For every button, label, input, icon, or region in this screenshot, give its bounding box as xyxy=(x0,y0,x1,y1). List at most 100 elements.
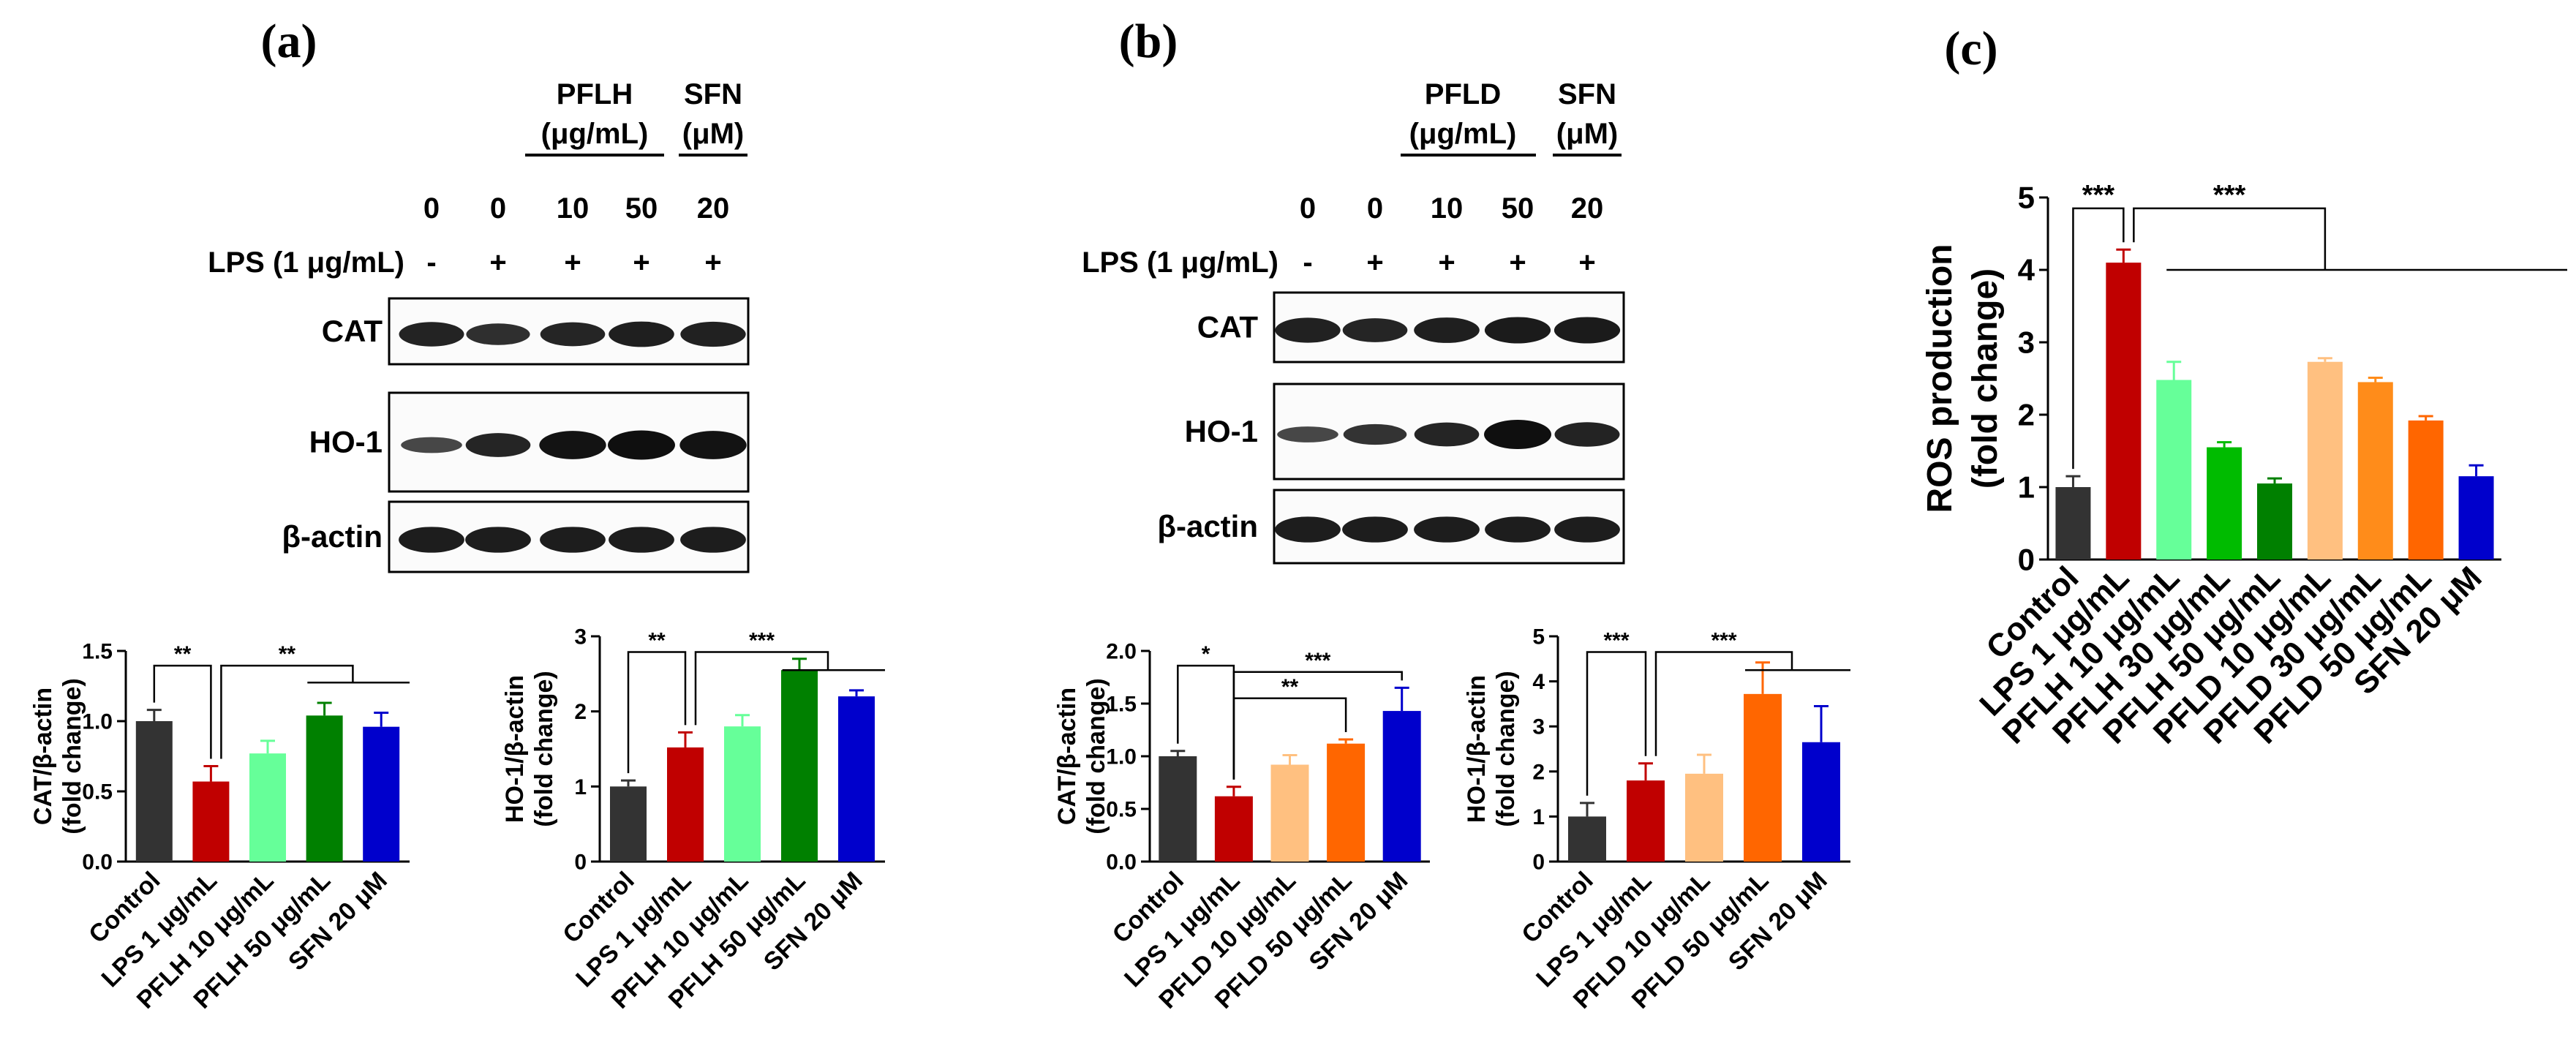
bar xyxy=(192,781,230,862)
significance-marker: ** xyxy=(1281,675,1299,699)
blot-band xyxy=(399,322,464,347)
significance-marker: *** xyxy=(2082,180,2115,211)
y-tick-label: 1.5 xyxy=(1106,693,1137,717)
y-tick-label: 3 xyxy=(574,625,587,649)
dose-label: 0 xyxy=(1300,192,1316,225)
bar xyxy=(1327,743,1366,862)
significance-bracket xyxy=(627,651,687,774)
blot-row-label: β-actin xyxy=(1157,509,1258,543)
blot-band xyxy=(540,527,606,553)
blot-band xyxy=(1553,317,1621,344)
y-tick-label: 1.5 xyxy=(82,640,113,664)
sfn-unit: (μM) xyxy=(682,118,744,150)
significance-bracket xyxy=(1586,651,1647,796)
bar xyxy=(1159,756,1197,862)
y-tick-label: 2 xyxy=(1532,760,1545,784)
y-tick-label: 3 xyxy=(1532,715,1545,739)
blot-row-label: CAT xyxy=(322,314,383,348)
blot-band xyxy=(1342,516,1408,543)
significance-bracket xyxy=(1654,651,1793,756)
y-axis-label: HO-1/β-actin xyxy=(501,675,529,823)
western-blot-b: PFLD (μg/mL) SFN (μM) 0 0 10 50 20 LPS (1 μg/mL) -… xyxy=(1082,78,1625,565)
significance-bracket xyxy=(694,651,829,726)
bar xyxy=(1802,742,1840,862)
y-tick-label: 0.5 xyxy=(1106,798,1137,822)
bar xyxy=(610,786,647,862)
lps-sign: + xyxy=(1438,246,1455,279)
blot-row-label: CAT xyxy=(1197,310,1259,344)
dose-label: 0 xyxy=(423,192,440,225)
lps-sign: + xyxy=(704,246,721,279)
lps-label: LPS (1 μg/mL) xyxy=(1082,246,1278,279)
blot-row-label: HO-1 xyxy=(309,425,383,459)
y-axis-label-unit: (fold change) xyxy=(1966,268,2005,489)
y-tick-label: 5 xyxy=(2018,181,2035,215)
lps-sign: + xyxy=(564,246,581,279)
blot-band xyxy=(1485,516,1551,543)
bar xyxy=(838,696,875,862)
bar xyxy=(363,726,400,862)
y-tick-label: 5 xyxy=(1532,625,1545,649)
lps-sign: + xyxy=(1366,246,1383,279)
group-unit: (μg/mL) xyxy=(1409,118,1517,150)
significance-marker: *** xyxy=(749,629,775,653)
y-tick-label: 1.0 xyxy=(1106,745,1137,769)
blot-band xyxy=(1484,317,1551,344)
panel-b-label: (b) xyxy=(1119,15,1178,68)
dose-label: 20 xyxy=(1571,192,1604,225)
lps-label: LPS (1 μg/mL) xyxy=(208,246,404,279)
significance-bracket xyxy=(2133,207,2327,270)
y-tick-label: 1 xyxy=(1532,805,1545,829)
lps-sign: + xyxy=(633,246,649,279)
lps-sign: - xyxy=(1303,246,1312,279)
bar xyxy=(781,670,818,862)
significance-marker: ** xyxy=(648,629,666,653)
significance-marker: ** xyxy=(279,642,296,666)
y-tick-label: 2 xyxy=(574,700,587,724)
bar xyxy=(2458,476,2494,560)
significance-marker: *** xyxy=(1603,629,1629,653)
significance-bracket xyxy=(2072,207,2125,470)
y-tick-label: 1 xyxy=(2018,470,2035,505)
blot-band xyxy=(1484,420,1551,449)
group-unit: (μg/mL) xyxy=(541,118,649,150)
y-tick-label: 0 xyxy=(1532,851,1545,875)
y-tick-label: 4 xyxy=(1532,670,1545,694)
blot-band xyxy=(465,433,531,457)
y-tick-label: 0 xyxy=(574,851,587,875)
y-tick-label: 0.0 xyxy=(1106,851,1137,875)
y-axis-label-unit: (fold change) xyxy=(530,671,558,826)
group-label: PFLD xyxy=(1425,78,1501,110)
sfn-label: SFN xyxy=(684,78,742,110)
y-tick-label: 0.5 xyxy=(82,780,113,805)
group-label: PFLH xyxy=(557,78,633,110)
bar xyxy=(1627,780,1665,862)
significance-marker: * xyxy=(1202,642,1210,666)
bar xyxy=(1685,773,1723,862)
y-axis-label: HO-1/β-actin xyxy=(1463,675,1491,823)
bar xyxy=(2307,361,2343,560)
bar xyxy=(2257,483,2292,560)
significance-marker: ** xyxy=(174,642,192,666)
blot-band xyxy=(401,437,462,453)
blot-band xyxy=(1277,426,1338,442)
dose-label: 0 xyxy=(1367,192,1383,225)
blot-row-label: β-actin xyxy=(282,519,383,554)
blot-band xyxy=(608,430,675,460)
bar xyxy=(1270,764,1309,862)
lps-sign: - xyxy=(426,246,436,279)
bar xyxy=(724,726,761,862)
y-axis-label-unit: (fold change) xyxy=(59,678,86,834)
y-tick-label: 3 xyxy=(2018,325,2035,360)
blot-band xyxy=(680,527,746,553)
blot-band xyxy=(466,323,530,345)
y-tick-label: 2.0 xyxy=(1106,640,1137,664)
bar xyxy=(1744,693,1782,862)
y-axis-label-unit: (fold change) xyxy=(1082,678,1110,834)
bar xyxy=(135,721,173,862)
